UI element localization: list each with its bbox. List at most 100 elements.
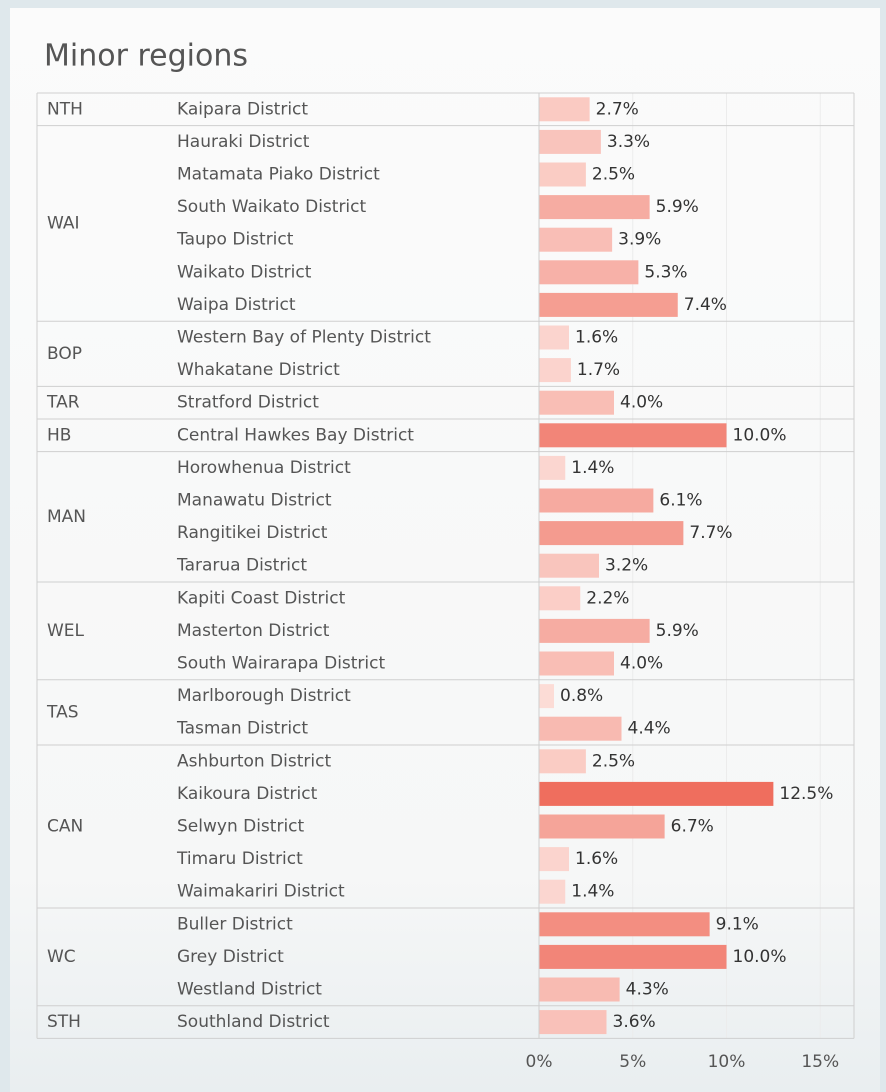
value-label: 1.6% (575, 849, 618, 869)
value-label: 1.4% (571, 882, 614, 902)
category-label: Timaru District (176, 849, 303, 869)
value-label: 5.9% (656, 197, 699, 217)
bar (539, 521, 684, 546)
bar (539, 325, 569, 350)
bar (539, 260, 639, 285)
value-label: 9.1% (716, 914, 759, 934)
value-label: 4.3% (626, 980, 669, 1000)
category-label: Central Hawkes Bay District (177, 425, 414, 445)
x-tick-label: 10% (708, 1052, 746, 1072)
x-tick-label: 0% (526, 1052, 553, 1072)
bar (539, 390, 614, 415)
category-label: Horowhenua District (177, 458, 351, 478)
category-label: Masterton District (177, 621, 330, 641)
x-tick-label: 5% (619, 1052, 646, 1072)
bar (539, 586, 581, 611)
bar (539, 227, 613, 252)
panel (10, 8, 880, 1092)
value-label: 12.5% (779, 784, 833, 804)
category-label: South Wairarapa District (177, 654, 385, 674)
bar (539, 1010, 607, 1035)
value-label: 3.9% (618, 230, 661, 250)
category-label: Grey District (177, 947, 284, 967)
value-label: 4.4% (628, 719, 671, 739)
bar (539, 488, 654, 513)
category-label: Whakatane District (177, 360, 340, 380)
value-label: 1.7% (577, 360, 620, 380)
bar (539, 455, 566, 480)
value-label: 6.7% (671, 817, 714, 837)
category-label: South Waikato District (177, 197, 367, 217)
value-label: 0.8% (560, 686, 603, 706)
category-label: Southland District (177, 1012, 330, 1032)
bar (539, 814, 665, 839)
category-label: Western Bay of Plenty District (177, 328, 431, 348)
bar (539, 912, 710, 937)
value-label: 3.3% (607, 132, 650, 152)
value-label: 7.7% (689, 523, 732, 543)
value-label: 2.5% (592, 751, 635, 771)
group-label: HB (47, 425, 71, 445)
value-label: 2.5% (592, 165, 635, 185)
value-label: 10.0% (733, 425, 787, 445)
category-label: Kaikoura District (177, 784, 318, 804)
group-label: NTH (47, 99, 83, 119)
bar (539, 129, 601, 154)
category-label: Buller District (177, 914, 293, 934)
category-label: Waipa District (177, 295, 296, 315)
bar (539, 977, 620, 1002)
category-label: Westland District (177, 980, 322, 1000)
category-label: Waimakariri District (177, 882, 345, 902)
value-label: 1.6% (575, 328, 618, 348)
category-label: Rangitikei District (177, 523, 328, 543)
category-label: Ashburton District (177, 751, 331, 771)
category-label: Matamata Piako District (177, 165, 380, 185)
group-label: WAI (47, 213, 80, 233)
value-label: 7.4% (684, 295, 727, 315)
bar (539, 292, 678, 317)
category-label: Kaipara District (177, 99, 308, 119)
value-label: 4.0% (620, 654, 663, 674)
category-label: Manawatu District (177, 491, 332, 511)
value-label: 6.1% (659, 491, 702, 511)
bar (539, 618, 650, 643)
bar (539, 944, 727, 969)
bar (539, 162, 586, 187)
category-label: Stratford District (177, 393, 319, 413)
category-label: Marlborough District (177, 686, 351, 706)
value-label: 4.0% (620, 393, 663, 413)
group-label: STH (47, 1012, 81, 1032)
bar (539, 553, 599, 578)
group-label: TAR (46, 393, 80, 413)
category-label: Tararua District (176, 556, 307, 576)
value-label: 2.2% (586, 588, 629, 608)
bar (539, 716, 622, 741)
value-label: 3.2% (605, 556, 648, 576)
group-label: MAN (47, 507, 86, 527)
bar (539, 749, 586, 774)
value-label: 1.4% (571, 458, 614, 478)
bar (539, 879, 566, 904)
bar (539, 423, 727, 448)
category-label: Hauraki District (177, 132, 310, 152)
value-label: 3.6% (613, 1012, 656, 1032)
rows: NTH Kaipara District 2.7% WAI Hauraki Distri… (36, 92, 855, 1039)
value-label: 5.3% (644, 262, 687, 282)
bar (539, 358, 571, 383)
category-label: Tasman District (176, 719, 308, 739)
group-label: TAS (46, 702, 79, 722)
value-label: 2.7% (596, 99, 639, 119)
category-label: Kapiti Coast District (177, 588, 346, 608)
group-label: WEL (47, 621, 85, 641)
group-label: WC (47, 947, 76, 967)
group-label: CAN (47, 817, 83, 837)
bar (539, 684, 554, 709)
bar (539, 195, 650, 220)
bar (539, 651, 614, 676)
value-label: 10.0% (733, 947, 787, 967)
value-label: 5.9% (656, 621, 699, 641)
bar (539, 97, 590, 122)
x-tick-label: 15% (801, 1052, 839, 1072)
group-label: BOP (47, 344, 82, 364)
